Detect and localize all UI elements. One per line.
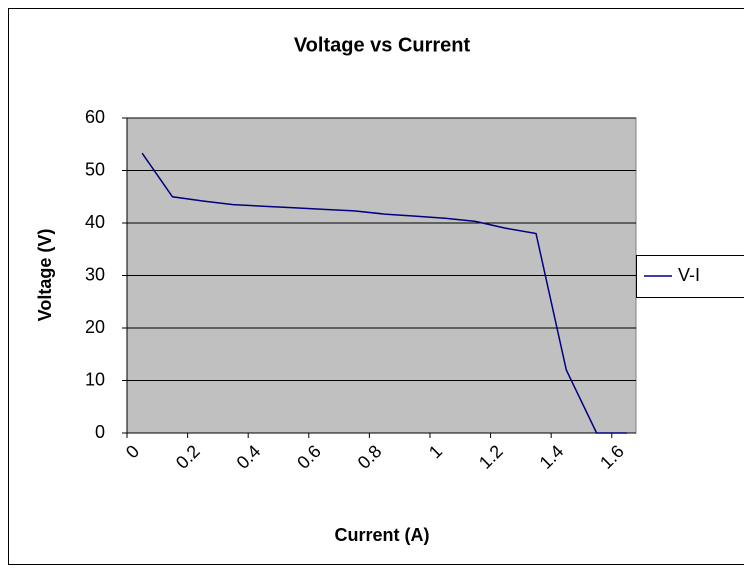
legend-label: V-I xyxy=(678,265,700,285)
y-tick-label: 0 xyxy=(95,422,105,442)
chart-title: Voltage vs Current xyxy=(294,34,471,56)
x-axis-label: Current (A) xyxy=(335,525,430,545)
y-tick-label: 20 xyxy=(85,317,105,337)
y-tick-label: 40 xyxy=(85,212,105,232)
y-tick-label: 60 xyxy=(85,107,105,127)
y-tick-label: 50 xyxy=(85,159,105,179)
y-tick-label: 30 xyxy=(85,264,105,284)
data-line xyxy=(141,152,627,434)
y-tick-label: 10 xyxy=(85,369,105,389)
y-axis-label: Voltage (V) xyxy=(35,229,55,322)
